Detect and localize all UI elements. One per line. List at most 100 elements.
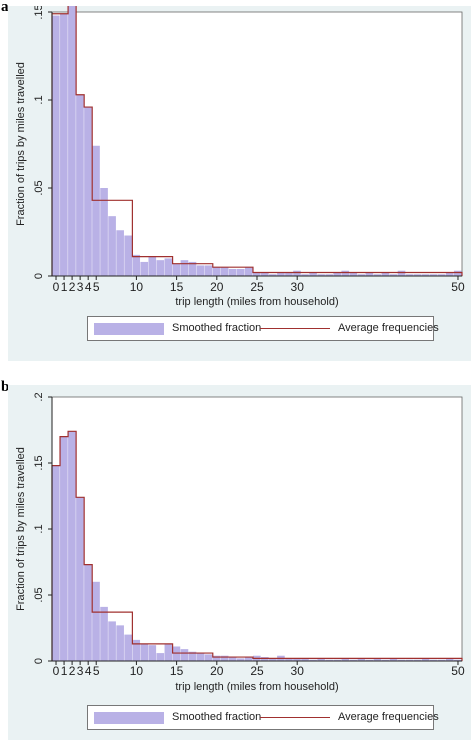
bar-mile-18 (196, 265, 205, 276)
bar-mile-41 (381, 272, 390, 276)
bar-mile-7 (108, 621, 116, 661)
bar-mile-27 (269, 658, 277, 661)
bar-mile-10 (132, 639, 141, 661)
chart-panel-a: 0.05.1.15 0 1 2 3 4 5 10 15 20 25 30 50 trip length (… (8, 6, 471, 361)
x-tick-label: 25 (250, 280, 264, 294)
bar-mile-39 (365, 659, 374, 661)
bar-mile-40 (373, 658, 382, 661)
y-axis-label: Fraction of trips by miles travelled (15, 447, 27, 611)
bar-mile-12 (148, 256, 157, 276)
bar-mile-3 (76, 94, 84, 276)
bar-mile-43 (397, 270, 406, 276)
bar-mile-31 (301, 658, 309, 661)
bar-mile-16 (180, 649, 189, 661)
average-frequencies-step-line (51, 6, 463, 276)
bar-mile-45 (413, 659, 422, 661)
legend-a: Smoothed fraction Average frequencies (87, 316, 439, 341)
bar-mile-44 (405, 659, 414, 661)
bar-mile-45 (413, 274, 422, 276)
bar-mile-34 (325, 659, 333, 661)
x-axis-label: trip length (miles from household) (175, 681, 338, 693)
bar-mile-31 (301, 274, 309, 276)
bar-mile-39 (365, 272, 374, 276)
bar-mile-33 (317, 274, 325, 276)
bar-mile-43 (397, 659, 406, 661)
x-tick-label: 20 (210, 280, 224, 294)
bar-mile-7 (108, 216, 116, 276)
bar-mile-25 (252, 272, 261, 276)
bar-mile-23 (236, 268, 245, 276)
bar-mile-11 (140, 643, 149, 661)
bar-mile-47 (429, 274, 438, 276)
bar-mile-6 (100, 606, 108, 661)
bar-mile-2 (68, 431, 76, 661)
bar-mile-21 (220, 267, 229, 276)
bar-mile-11 (140, 261, 149, 276)
x-tick-label: 5 (93, 664, 100, 678)
x-tick-label: 25 (250, 664, 264, 678)
bar-mile-37 (349, 272, 358, 276)
legend-line-average (260, 328, 330, 329)
bar-mile-29 (285, 658, 293, 661)
bar-mile-3 (76, 497, 84, 661)
y-axis-label: Fraction of trips by miles travelled (15, 62, 27, 226)
bar-mile-34 (325, 274, 333, 276)
x-tick-label: 3 (77, 664, 84, 678)
bar-mile-49 (445, 272, 454, 276)
x-tick-label: 10 (130, 664, 144, 678)
bar-mile-8 (116, 625, 124, 661)
bar-mile-24 (244, 267, 253, 276)
y-tick-label: .05 (33, 587, 45, 602)
bar-mile-30 (293, 658, 301, 661)
legend-label-smoothed: Smoothed fraction (172, 322, 262, 334)
bar-mile-15 (172, 263, 181, 276)
bar-mile-16 (180, 260, 189, 276)
bar-mile-36 (341, 658, 350, 661)
bar-mile-15 (172, 646, 181, 661)
bar-mile-32 (309, 272, 317, 276)
bar-mile-13 (156, 653, 165, 661)
bar-mile-24 (244, 657, 253, 661)
bar-mile-22 (228, 268, 237, 276)
bar-mile-4 (84, 107, 92, 276)
bar-mile-10 (132, 254, 141, 276)
bar-mile-9 (124, 634, 132, 661)
bar-mile-48 (437, 274, 446, 276)
x-axis-label: trip length (miles from household) (175, 296, 338, 308)
bar-mile-28 (277, 272, 285, 276)
bar-mile-14 (164, 258, 173, 276)
bar-mile-0 (52, 15, 60, 277)
x-tick-label: 1 (61, 664, 68, 678)
x-tick-label: 20 (210, 664, 224, 678)
bar-mile-38 (357, 658, 366, 661)
legend-label-average: Average frequencies (338, 711, 439, 723)
bar-mile-44 (405, 274, 414, 276)
bar-mile-49 (445, 658, 454, 661)
x-tick-label: 15 (170, 280, 184, 294)
bar-mile-38 (357, 274, 366, 276)
x-tick-label: 4 (85, 664, 92, 678)
bar-mile-42 (389, 274, 398, 276)
bar-mile-26 (261, 272, 269, 276)
bar-mile-50 (453, 270, 462, 276)
x-tick-label: 4 (85, 280, 92, 294)
x-tick-label: 5 (93, 280, 100, 294)
bar-mile-5 (92, 145, 100, 276)
y-tick-label: .15 (33, 6, 45, 20)
legend-b: Smoothed fraction Average frequencies (87, 705, 439, 730)
bar-mile-22 (228, 657, 237, 661)
bar-mile-20 (212, 655, 221, 661)
bar-mile-2 (68, 6, 76, 277)
y-tick-label: .15 (33, 455, 45, 470)
bar-mile-48 (437, 659, 446, 661)
panel-label-a: a (1, 0, 9, 15)
bar-mile-4 (84, 564, 92, 661)
y-tick-label: 0 (33, 658, 45, 664)
legend-label-average: Average frequencies (338, 322, 439, 334)
x-tick-label: 10 (130, 280, 144, 294)
y-tick-label: 0 (33, 273, 45, 279)
bar-mile-46 (421, 658, 430, 661)
bar-mile-8 (116, 230, 124, 276)
